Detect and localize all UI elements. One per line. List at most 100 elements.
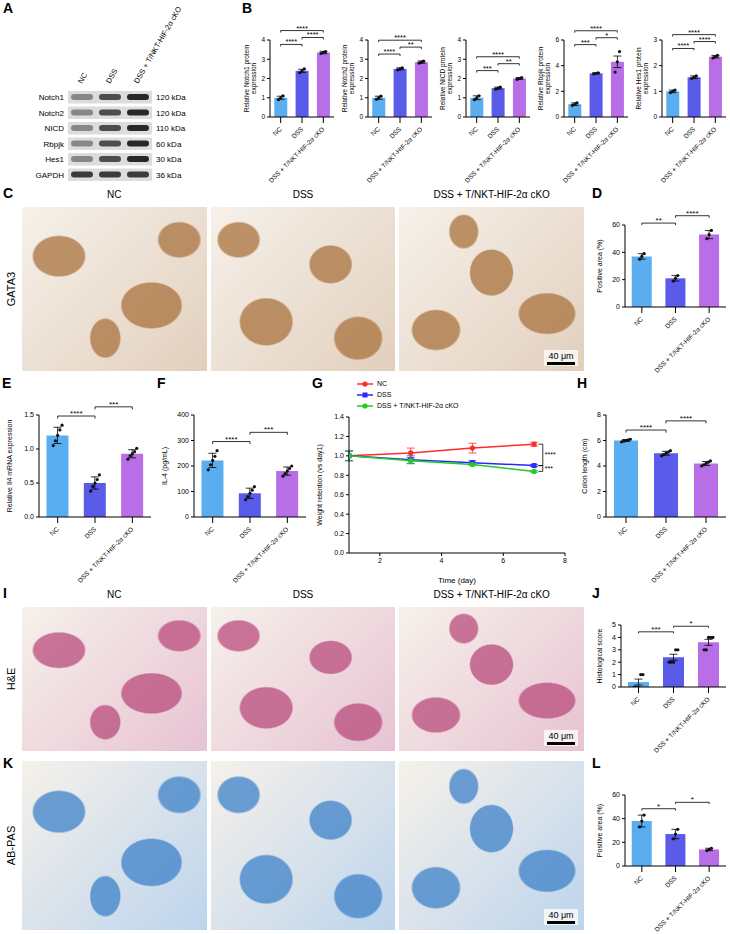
svg-text:****: ****	[545, 451, 556, 458]
svg-text:4: 4	[597, 462, 601, 469]
svg-text:DSS + T/NKT-HIF-2α cKO: DSS + T/NKT-HIF-2α cKO	[659, 125, 717, 183]
svg-text:DSS + T/NKT-HIF-2α cKO: DSS + T/NKT-HIF-2α cKO	[561, 125, 619, 183]
svg-text:2: 2	[612, 659, 616, 666]
svg-text:NC: NC	[633, 315, 645, 327]
svg-text:Notch2: Notch2	[39, 109, 65, 118]
svg-text:Hes1: Hes1	[45, 155, 64, 164]
svg-text:6: 6	[597, 437, 601, 444]
svg-text:1.0: 1.0	[24, 445, 34, 452]
svg-text:DSS: DSS	[654, 525, 669, 540]
svg-text:0: 0	[359, 113, 363, 120]
svg-text:**: **	[408, 40, 414, 49]
svg-text:DSS + T/NKT-HIF-2α cKO: DSS + T/NKT-HIF-2α cKO	[653, 874, 711, 932]
svg-text:****: ****	[296, 24, 308, 33]
svg-text:****: ****	[640, 423, 652, 432]
svg-text:1.5: 1.5	[24, 411, 34, 418]
svg-text:3: 3	[612, 646, 616, 653]
svg-text:**: **	[656, 216, 662, 225]
svg-text:*: *	[691, 795, 694, 804]
svg-text:110 kDa: 110 kDa	[156, 124, 186, 133]
svg-text:*: *	[605, 31, 608, 40]
svg-text:120 kDa: 120 kDa	[156, 109, 186, 118]
svg-text:1: 1	[653, 88, 657, 95]
svg-text:**: **	[506, 57, 512, 66]
svg-text:NC: NC	[663, 125, 675, 137]
svg-text:6: 6	[555, 36, 559, 43]
svg-text:4: 4	[440, 557, 444, 564]
svg-text:DSS + T/NKT-HIF-2α cKO: DSS + T/NKT-HIF-2α cKO	[653, 315, 711, 373]
svg-text:****: ****	[686, 209, 698, 218]
svg-text:0.5: 0.5	[24, 479, 34, 486]
svg-text:DSS + T/NKT-HIF-2α cKO: DSS + T/NKT-HIF-2α cKO	[132, 5, 184, 85]
svg-text:3: 3	[261, 56, 265, 63]
svg-text:****: ****	[492, 50, 504, 59]
svg-text:***: ***	[581, 38, 590, 47]
svg-text:100: 100	[177, 488, 189, 495]
svg-text:DSS: DSS	[663, 315, 678, 330]
svg-text:0: 0	[612, 683, 616, 690]
svg-text:1.2: 1.2	[334, 433, 344, 440]
svg-text:0: 0	[616, 303, 620, 310]
svg-text:0: 0	[457, 113, 461, 120]
svg-text:***: ***	[651, 625, 660, 634]
svg-text:0.6: 0.6	[334, 491, 344, 498]
svg-text:DSS + T/NKT-HIF-2α cKO: DSS + T/NKT-HIF-2α cKO	[365, 125, 423, 183]
svg-text:DSS + T/NKT-HIF-2α cKO: DSS + T/NKT-HIF-2α cKO	[463, 125, 521, 183]
svg-text:DSS + T/NKT-HIF-2α cKO: DSS + T/NKT-HIF-2α cKO	[652, 695, 710, 753]
svg-text:36 kDa: 36 kDa	[156, 171, 182, 180]
svg-text:****: ****	[225, 435, 237, 444]
svg-text:DSS: DSS	[584, 125, 599, 140]
svg-text:1: 1	[261, 94, 265, 101]
svg-text:NC: NC	[617, 525, 629, 537]
svg-text:2: 2	[653, 62, 657, 69]
svg-text:****: ****	[394, 33, 406, 42]
svg-text:4: 4	[261, 36, 265, 43]
svg-text:200: 200	[177, 462, 189, 469]
svg-text:NC: NC	[76, 71, 90, 85]
svg-text:NC: NC	[633, 874, 645, 886]
svg-text:***: ***	[264, 425, 273, 434]
svg-text:2: 2	[457, 75, 461, 82]
svg-text:DSS + T/NKT-HIF-2α cKO: DSS + T/NKT-HIF-2α cKO	[231, 525, 289, 583]
svg-text:60 kDa: 60 kDa	[156, 140, 182, 149]
svg-text:****: ****	[699, 35, 711, 44]
svg-text:20: 20	[612, 276, 620, 283]
svg-text:0: 0	[616, 862, 620, 869]
svg-text:4: 4	[359, 36, 363, 43]
svg-text:1.0: 1.0	[334, 452, 344, 459]
svg-text:****: ****	[688, 28, 700, 37]
svg-text:****: ****	[285, 37, 297, 46]
svg-text:0: 0	[653, 113, 657, 120]
svg-text:Rbpjk: Rbpjk	[44, 140, 65, 149]
svg-text:DSS: DSS	[682, 125, 697, 140]
svg-text:*: *	[689, 619, 692, 628]
svg-text:Notch1: Notch1	[39, 93, 65, 102]
svg-text:0: 0	[185, 513, 189, 520]
svg-text:NC: NC	[565, 125, 577, 137]
svg-text:****: ****	[680, 414, 692, 423]
svg-text:3: 3	[457, 56, 461, 63]
svg-text:NC: NC	[271, 125, 283, 137]
svg-text:****: ****	[70, 409, 82, 418]
svg-text:3: 3	[653, 36, 657, 43]
svg-text:DSS: DSS	[486, 125, 501, 140]
svg-text:****: ****	[307, 30, 319, 39]
svg-text:DSS: DSS	[238, 525, 253, 540]
svg-text:0: 0	[261, 113, 265, 120]
svg-text:NC: NC	[48, 525, 60, 537]
svg-text:DSS + T/NKT-HIF-2α cKO: DSS + T/NKT-HIF-2α cKO	[267, 125, 325, 183]
svg-text:1: 1	[359, 94, 363, 101]
svg-text:0.8: 0.8	[334, 472, 344, 479]
svg-text:0.0: 0.0	[24, 513, 34, 520]
svg-text:***: ***	[109, 400, 118, 409]
svg-text:4: 4	[612, 634, 616, 641]
svg-text:1: 1	[457, 94, 461, 101]
svg-text:8: 8	[597, 411, 601, 418]
svg-text:2: 2	[359, 75, 363, 82]
svg-text:40: 40	[612, 815, 620, 822]
svg-text:Time (day): Time (day)	[438, 576, 476, 585]
svg-text:20: 20	[612, 839, 620, 846]
svg-text:8: 8	[563, 557, 567, 564]
svg-text:60: 60	[612, 221, 620, 228]
svg-text:****: ****	[677, 41, 689, 50]
